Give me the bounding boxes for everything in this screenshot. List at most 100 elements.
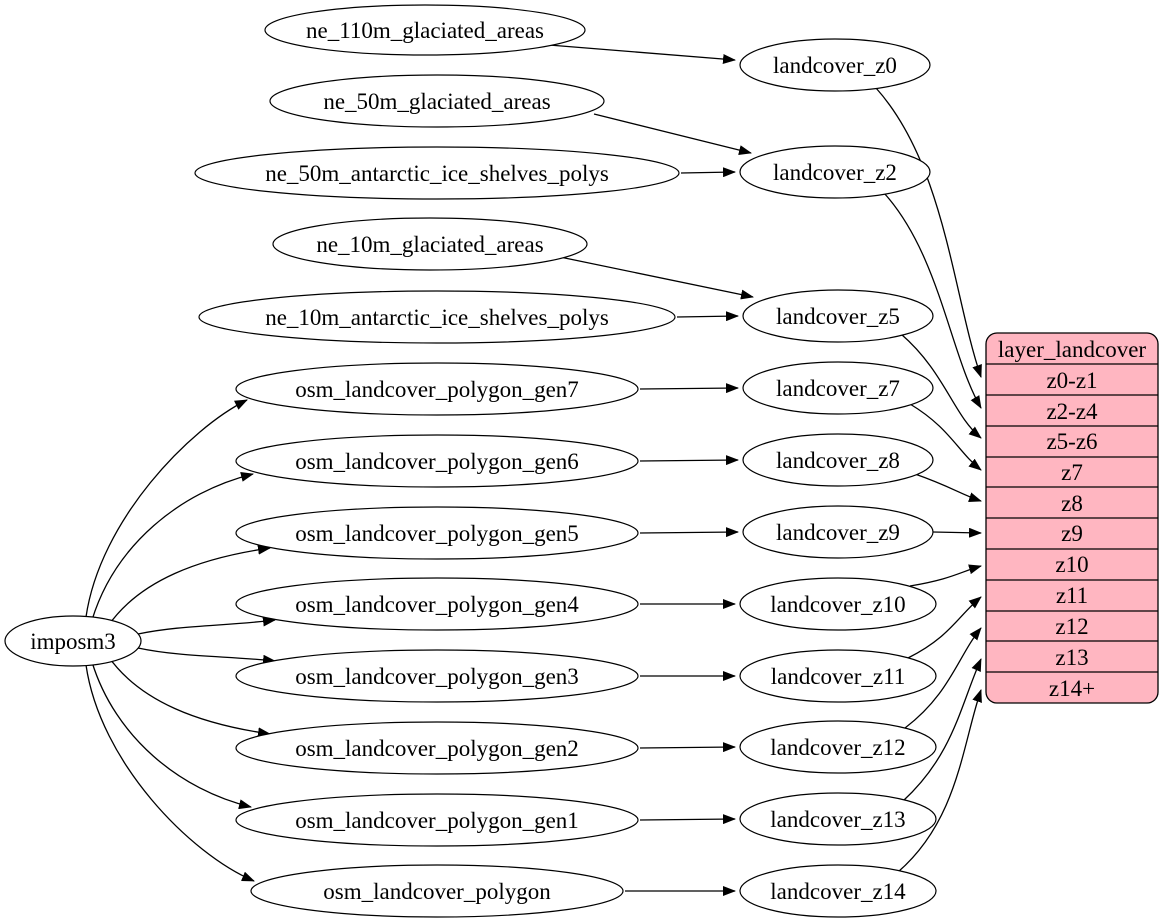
node-ellipse xyxy=(742,361,934,415)
node-label: osm_landcover_polygon xyxy=(323,879,551,904)
node-landcover-z12: landcover_z12 xyxy=(739,720,937,774)
node-osm-landcover-polygon-gen7: osm_landcover_polygon_gen7 xyxy=(235,362,639,416)
edge-z12-row-z12 xyxy=(904,627,982,729)
node-label: landcover_z5 xyxy=(776,304,900,329)
node-label: osm_landcover_polygon_gen4 xyxy=(295,592,579,617)
edge-gen2-z12 xyxy=(639,742,736,753)
node-ellipse xyxy=(235,506,639,560)
node-ellipse xyxy=(235,362,639,416)
node-ellipse xyxy=(742,505,934,559)
node-label: osm_landcover_polygon_gen3 xyxy=(295,664,579,689)
edge-layer xyxy=(85,44,982,896)
node-label: osm_landcover_polygon_gen6 xyxy=(295,449,579,474)
edge-gen1-z13 xyxy=(639,814,736,825)
edge-imposm3-gen5 xyxy=(107,544,271,627)
table-row-z8: z8 xyxy=(1061,491,1083,516)
table-row-z9: z9 xyxy=(1061,521,1083,546)
table-row-z13: z13 xyxy=(1055,645,1088,670)
edge-z5-row-z5z6 xyxy=(900,333,982,439)
node-ne-50m-glaciated-areas: ne_50m_glaciated_areas xyxy=(269,74,605,128)
node-label: osm_landcover_polygon_gen5 xyxy=(295,521,579,546)
node-landcover-z8: landcover_z8 xyxy=(742,433,934,487)
edge-z9-row-z9 xyxy=(932,527,982,538)
node-ellipse xyxy=(4,615,142,667)
node-osm-landcover-polygon-gen5: osm_landcover_polygon_gen5 xyxy=(235,506,639,560)
node-ellipse xyxy=(742,289,934,343)
node-ellipse xyxy=(198,290,676,344)
node-label: imposm3 xyxy=(30,629,116,654)
edge-z14-row-z14 xyxy=(897,689,982,873)
node-ne-50m-antarctic-ice-shelves-polys: ne_50m_antarctic_ice_shelves_polys xyxy=(194,146,680,200)
node-label: osm_landcover_polygon_gen1 xyxy=(295,808,579,833)
node-label: landcover_z12 xyxy=(770,735,905,760)
table-row-z10: z10 xyxy=(1055,552,1088,577)
node-ellipse xyxy=(272,217,588,271)
node-landcover-z9: landcover_z9 xyxy=(742,505,934,559)
edge-ne110m-z0 xyxy=(548,44,736,65)
node-label: ne_110m_glaciated_areas xyxy=(306,18,544,43)
node-ellipse xyxy=(235,793,639,847)
table-row-z14plus: z14+ xyxy=(1049,676,1095,701)
node-ellipse xyxy=(739,864,937,918)
edge-z11-row-z11 xyxy=(907,596,982,659)
node-osm-landcover-polygon-gen2: osm_landcover_polygon_gen2 xyxy=(235,721,639,775)
edge-z0-row-z0z1 xyxy=(875,87,982,378)
node-label: ne_50m_antarctic_ice_shelves_polys xyxy=(265,161,609,186)
node-osm-landcover-polygon-gen6: osm_landcover_polygon_gen6 xyxy=(235,434,639,488)
edge-imposm3-gen1 xyxy=(91,661,252,810)
node-ellipse xyxy=(739,649,937,703)
edge-gen6-z8 xyxy=(639,455,739,466)
edge-z7-row-z7 xyxy=(909,403,982,471)
node-landcover-z2: landcover_z2 xyxy=(739,145,931,199)
node-ne-10m-glaciated-areas: ne_10m_glaciated_areas xyxy=(272,217,588,271)
node-ellipse xyxy=(269,74,605,128)
edge-ne50m-ice-z2 xyxy=(680,167,736,178)
node-label: osm_landcover_polygon_gen2 xyxy=(295,736,579,761)
node-ellipse xyxy=(739,145,931,199)
node-ellipse xyxy=(235,434,639,488)
node-ellipse xyxy=(250,864,624,918)
edge-imposm3-gen6 xyxy=(91,472,254,621)
node-landcover-z10: landcover_z10 xyxy=(739,577,937,631)
table-row-z12: z12 xyxy=(1055,614,1088,639)
node-osm-landcover-polygon-gen3: osm_landcover_polygon_gen3 xyxy=(235,649,639,703)
node-landcover-z11: landcover_z11 xyxy=(739,649,937,703)
node-label: ne_50m_glaciated_areas xyxy=(323,89,550,114)
table-row-z2-z4: z2-z4 xyxy=(1046,399,1098,424)
edge-imposm3-gen4 xyxy=(137,616,276,635)
node-ne-110m-glaciated-areas: ne_110m_glaciated_areas xyxy=(264,4,586,56)
table-row-separators xyxy=(986,363,1158,673)
table-title: layer_landcover xyxy=(998,337,1146,362)
table-row-z11: z11 xyxy=(1056,583,1088,608)
table-row-z5-z6: z5-z6 xyxy=(1046,429,1097,454)
edge-gen7-z7 xyxy=(639,383,739,394)
edge-z8-row-z8 xyxy=(914,473,982,502)
node-landcover-z7: landcover_z7 xyxy=(742,361,934,415)
node-landcover-z13: landcover_z13 xyxy=(739,792,937,846)
node-ellipse xyxy=(739,720,937,774)
node-ne-10m-antarctic-ice-shelves-polys: ne_10m_antarctic_ice_shelves_polys xyxy=(198,290,676,344)
edge-z2-row-z2z4 xyxy=(883,192,982,409)
node-landcover-z14: landcover_z14 xyxy=(739,864,937,918)
table-row-z7: z7 xyxy=(1061,460,1083,485)
node-label: landcover_z9 xyxy=(776,520,900,545)
node-label: landcover_z14 xyxy=(770,879,906,904)
node-imposm3: imposm3 xyxy=(4,615,142,667)
node-label: landcover_z0 xyxy=(773,53,897,78)
table-row-z0-z1: z0-z1 xyxy=(1046,368,1097,393)
node-osm-landcover-polygon-gen4: osm_landcover_polygon_gen4 xyxy=(235,577,639,631)
node-label: osm_landcover_polygon_gen7 xyxy=(295,377,579,402)
edge-ne10m-ice-z5 xyxy=(676,311,739,322)
node-landcover-z0: landcover_z0 xyxy=(739,38,931,92)
node-landcover-z5: landcover_z5 xyxy=(742,289,934,343)
edge-imposm3-gen7 xyxy=(85,399,248,618)
node-ellipse xyxy=(264,4,586,56)
node-ellipse xyxy=(194,146,680,200)
edge-gen5-z9 xyxy=(639,527,739,538)
node-label: landcover_z7 xyxy=(776,376,900,401)
node-ellipse xyxy=(235,577,639,631)
node-label: landcover_z11 xyxy=(771,664,906,689)
edge-imposm3-gen3 xyxy=(137,647,276,665)
